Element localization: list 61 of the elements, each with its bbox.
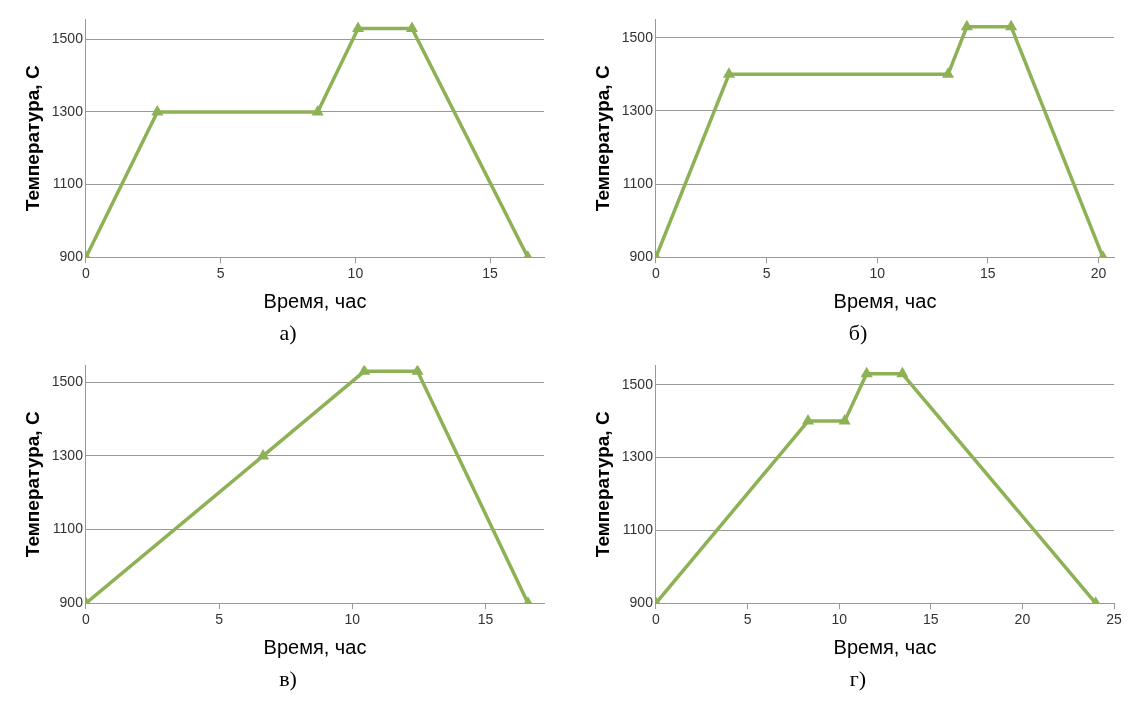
y-axis-title: Температура, С [591,65,613,212]
text: а) [279,320,297,346]
y-tick-label: 1100 [52,175,84,192]
x-tick-label: 5 [743,611,752,628]
point [405,21,419,32]
y-tick-label: 1100 [622,521,654,538]
x-tick-label: 5 [216,265,225,282]
x-tick-label: 10 [347,265,364,282]
x-axis-title: Время, час [263,289,367,312]
x-tick-label: 10 [869,265,886,282]
y-tick-label: 1500 [621,28,654,45]
y-tick-label: 1500 [51,30,84,47]
point [151,104,164,116]
x-axis-title: Время, час [833,289,937,312]
point [1005,19,1018,31]
y-tick-label: 900 [629,248,654,265]
point [311,104,324,116]
point [896,366,909,378]
x-tick-label: 0 [652,265,661,282]
x-tick-label: 5 [215,611,224,628]
text: г) [849,666,867,692]
y-tick-label: 900 [59,248,84,265]
x-tick-label: 10 [831,611,848,628]
y-tick-label: 1100 [52,520,84,537]
x-tick-label: 20 [1014,611,1031,628]
x-tick-label: 10 [344,611,361,628]
x-axis-title: Время, час [263,635,367,658]
point [960,19,973,31]
x-tick-label: 15 [482,265,499,282]
point [801,414,815,425]
x-axis-title: Время, час [833,635,937,658]
y-axis-title: Температура, С [591,411,613,558]
point [411,365,424,375]
x-tick-label: 15 [477,611,494,628]
point [860,366,873,378]
point [838,414,851,425]
text: б) [848,320,868,346]
point [722,67,736,78]
x-tick-label: 15 [980,265,996,282]
y-axis-title: Температура, С [21,411,43,558]
y-tick-label: 1500 [51,373,84,390]
y-tick-label: 1300 [621,101,654,118]
y-tick-label: 1500 [621,375,654,392]
y-axis-title: Температура, С [21,65,43,212]
point [352,21,365,32]
x-tick-label: 0 [82,611,91,628]
y-tick-label: 1300 [51,102,84,119]
y-tick-label: 1300 [621,448,654,465]
y-tick-label: 1300 [51,446,84,463]
x-tick-label: 25 [1106,611,1122,628]
text: в) [279,666,297,692]
x-tick-label: 0 [82,265,91,282]
point [941,67,955,78]
point [358,365,371,375]
x-tick-label: 5 [762,265,771,282]
x-tick-label: 20 [1090,265,1107,282]
x-tick-label: 0 [652,611,661,628]
x-tick-label: 15 [922,611,939,628]
y-tick-label: 1100 [622,174,654,191]
y-tick-label: 900 [59,594,84,611]
y-tick-label: 900 [629,594,654,611]
